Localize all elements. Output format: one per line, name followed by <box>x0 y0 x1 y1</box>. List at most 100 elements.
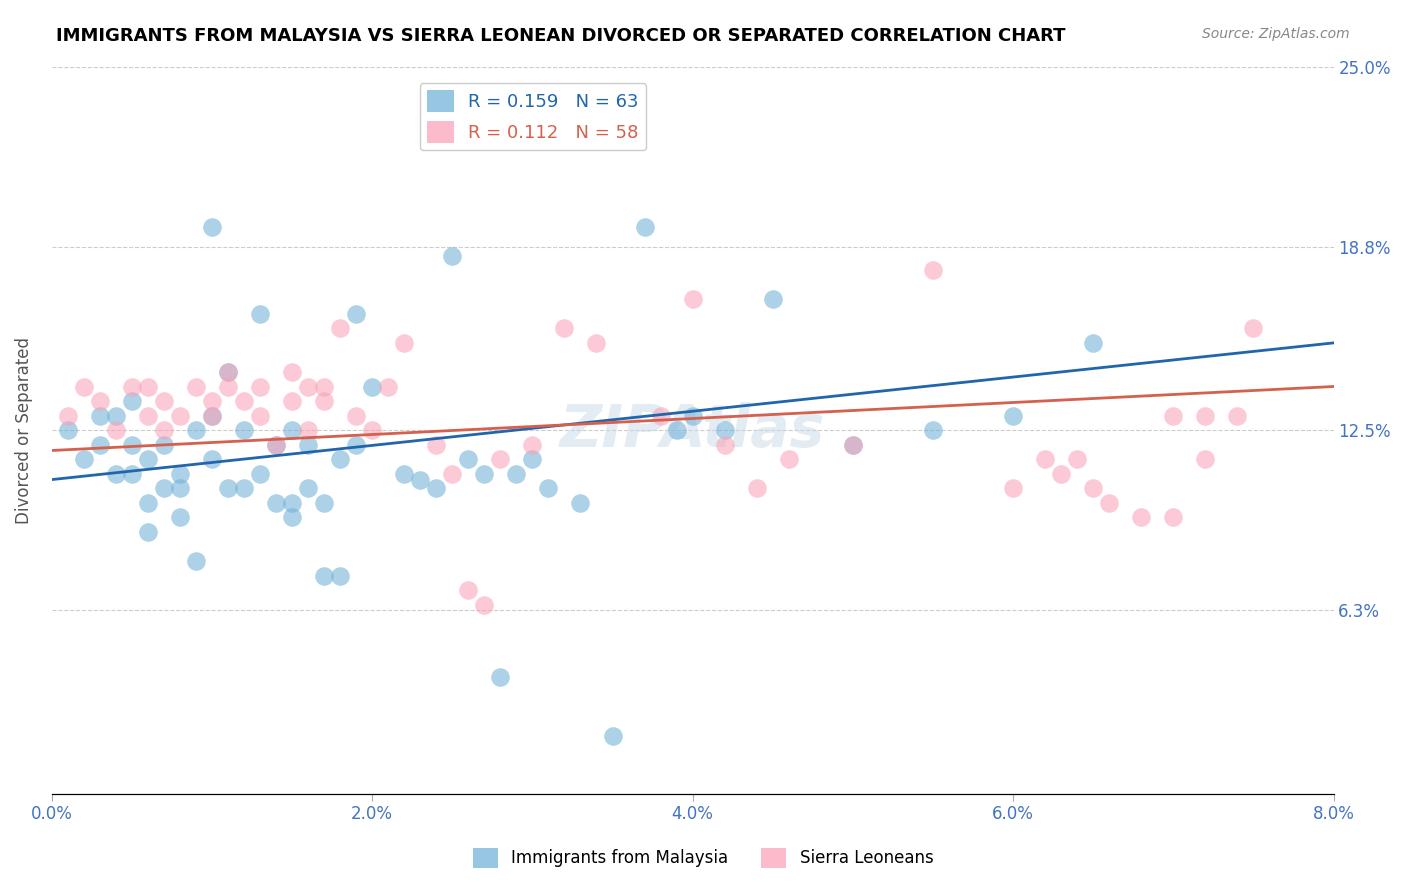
Point <box>344 307 367 321</box>
Point <box>633 219 655 234</box>
Point <box>1161 409 1184 423</box>
Point <box>377 379 399 393</box>
Point <box>522 452 544 467</box>
Point <box>56 409 79 423</box>
Point <box>297 481 319 495</box>
Point <box>201 409 224 423</box>
Legend: R = 0.159   N = 63, R = 0.112   N = 58: R = 0.159 N = 63, R = 0.112 N = 58 <box>419 83 647 151</box>
Point <box>201 452 224 467</box>
Point <box>104 423 127 437</box>
Point <box>217 379 239 393</box>
Point <box>1033 452 1056 467</box>
Point <box>56 423 79 437</box>
Point <box>344 438 367 452</box>
Point <box>217 365 239 379</box>
Point <box>136 409 159 423</box>
Point <box>394 335 416 350</box>
Point <box>314 379 336 393</box>
Point <box>1130 510 1153 524</box>
Point <box>104 467 127 481</box>
Point <box>585 335 607 350</box>
Point <box>394 467 416 481</box>
Point <box>329 452 352 467</box>
Point <box>457 583 479 598</box>
Point <box>682 409 704 423</box>
Point <box>361 379 384 393</box>
Point <box>264 496 287 510</box>
Point <box>136 379 159 393</box>
Point <box>457 452 479 467</box>
Point <box>1194 409 1216 423</box>
Point <box>745 481 768 495</box>
Point <box>425 481 447 495</box>
Point <box>1066 452 1088 467</box>
Point <box>361 423 384 437</box>
Y-axis label: Divorced or Separated: Divorced or Separated <box>15 336 32 524</box>
Point <box>537 481 560 495</box>
Point <box>1226 409 1249 423</box>
Point <box>682 292 704 306</box>
Point <box>1050 467 1073 481</box>
Point <box>153 438 176 452</box>
Point <box>522 438 544 452</box>
Point <box>89 394 111 409</box>
Point <box>922 423 945 437</box>
Point <box>505 467 527 481</box>
Point <box>153 394 176 409</box>
Point <box>249 467 271 481</box>
Point <box>136 452 159 467</box>
Point <box>169 481 191 495</box>
Point <box>297 423 319 437</box>
Point <box>121 467 143 481</box>
Point <box>184 554 207 568</box>
Point <box>713 438 735 452</box>
Point <box>314 394 336 409</box>
Point <box>1002 409 1025 423</box>
Point <box>329 321 352 335</box>
Point <box>297 379 319 393</box>
Point <box>569 496 592 510</box>
Point <box>1098 496 1121 510</box>
Point <box>217 481 239 495</box>
Point <box>264 438 287 452</box>
Point <box>153 423 176 437</box>
Point <box>922 263 945 277</box>
Point <box>281 365 304 379</box>
Point <box>264 438 287 452</box>
Point <box>73 379 96 393</box>
Point <box>441 249 464 263</box>
Point <box>602 729 624 743</box>
Point <box>281 423 304 437</box>
Text: ZIPAtlas: ZIPAtlas <box>560 401 825 458</box>
Point <box>249 379 271 393</box>
Point <box>1083 335 1105 350</box>
Point <box>136 524 159 539</box>
Point <box>233 481 256 495</box>
Point <box>489 452 512 467</box>
Point <box>121 394 143 409</box>
Point <box>665 423 688 437</box>
Point <box>281 394 304 409</box>
Point <box>489 670 512 684</box>
Point <box>201 219 224 234</box>
Point <box>1241 321 1264 335</box>
Point <box>249 307 271 321</box>
Point <box>169 409 191 423</box>
Point <box>842 438 865 452</box>
Point <box>281 510 304 524</box>
Point <box>73 452 96 467</box>
Point <box>650 409 672 423</box>
Point <box>297 438 319 452</box>
Point <box>169 467 191 481</box>
Point <box>153 481 176 495</box>
Point <box>713 423 735 437</box>
Point <box>1083 481 1105 495</box>
Point <box>1161 510 1184 524</box>
Point <box>169 510 191 524</box>
Text: IMMIGRANTS FROM MALAYSIA VS SIERRA LEONEAN DIVORCED OR SEPARATED CORRELATION CHA: IMMIGRANTS FROM MALAYSIA VS SIERRA LEONE… <box>56 27 1066 45</box>
Point <box>409 473 432 487</box>
Point <box>1002 481 1025 495</box>
Legend: Immigrants from Malaysia, Sierra Leoneans: Immigrants from Malaysia, Sierra Leonean… <box>465 841 941 875</box>
Text: Source: ZipAtlas.com: Source: ZipAtlas.com <box>1202 27 1350 41</box>
Point <box>472 467 495 481</box>
